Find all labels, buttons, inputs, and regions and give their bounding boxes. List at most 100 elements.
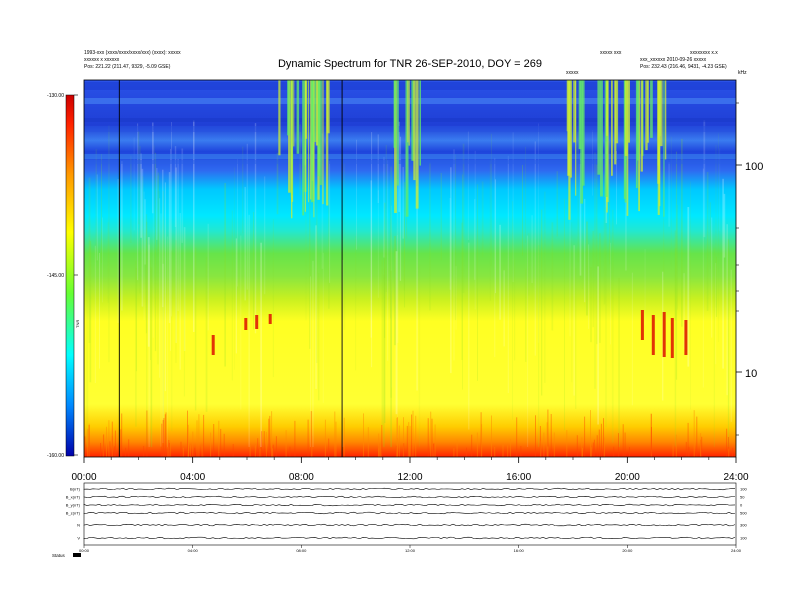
radio-burst [408, 80, 410, 146]
low-freq-streak [411, 414, 413, 457]
texture-streak [322, 252, 324, 403]
texture-streak [152, 122, 154, 214]
texture-streak [389, 190, 391, 319]
texture-streak [683, 273, 685, 350]
low-freq-streak [412, 410, 414, 457]
x-tick-label: 16:00 [506, 472, 531, 483]
low-freq-streak [613, 446, 615, 457]
texture-streak [84, 197, 85, 341]
texture-streak [384, 202, 386, 423]
lower-row-tick: 50 [740, 495, 745, 500]
low-freq-streak [520, 446, 522, 457]
radio-burst [304, 80, 306, 212]
intensity-spot [244, 318, 248, 330]
colorbar-tick-mid: -145.00 [47, 273, 64, 279]
low-freq-streak [258, 448, 260, 457]
texture-streak [603, 174, 606, 305]
texture-streak [101, 154, 102, 263]
texture-streak [94, 245, 96, 383]
lower-x-tick-label: 12:00 [405, 548, 416, 553]
low-freq-streak [582, 448, 583, 457]
texture-streak [168, 172, 171, 323]
texture-streak [429, 162, 431, 311]
radio-burst [573, 80, 576, 143]
low-freq-streak [363, 413, 364, 457]
texture-streak [242, 146, 244, 234]
low-freq-streak [196, 420, 198, 457]
texture-streak [715, 145, 717, 308]
low-freq-streak [553, 432, 555, 457]
texture-streak [481, 181, 484, 258]
low-freq-streak [650, 413, 652, 457]
lower-row-trace [83, 503, 736, 507]
texture-streak [579, 153, 582, 276]
radio-burst [415, 80, 419, 209]
low-freq-streak [125, 447, 127, 457]
header-left-line2: xxxxxx x xxxxxx [84, 57, 120, 63]
low-freq-streak [275, 436, 277, 457]
texture-streak [142, 176, 144, 252]
low-freq-streak [265, 431, 267, 457]
low-freq-streak [100, 443, 101, 457]
low-freq-streak [143, 446, 145, 457]
texture-streak [312, 260, 314, 447]
low-freq-streak [584, 416, 586, 457]
lower-row-tick: 100 [740, 487, 747, 492]
texture-streak [108, 125, 110, 363]
low-freq-streak [581, 437, 583, 457]
texture-streak [356, 139, 357, 250]
low-freq-streak [406, 425, 408, 457]
radio-burst [405, 80, 409, 217]
colorbar-label: TNR [75, 320, 80, 328]
low-freq-streak [507, 445, 509, 457]
lower-row-trace [83, 511, 736, 515]
texture-streak [310, 276, 311, 447]
low-freq-streak [624, 432, 626, 457]
low-freq-streak [732, 447, 734, 457]
low-freq-streak [481, 424, 483, 457]
texture-streak [309, 157, 311, 349]
lower-row-label: B_x(nT) [66, 495, 81, 500]
low-freq-streak [535, 415, 536, 457]
low-freq-streak [114, 430, 116, 457]
texture-streak [730, 269, 732, 422]
x-tick-label: 04:00 [180, 472, 205, 483]
low-freq-streak [111, 421, 113, 457]
low-freq-streak [547, 409, 549, 457]
header-left-line3: Pos: 221.22 (211.47, 9329, -5.09 GSE) [84, 64, 171, 70]
radio-burst [624, 80, 628, 156]
low-freq-streak [378, 448, 380, 457]
colorbar-tick-bottom: -160.00 [47, 453, 64, 459]
low-freq-streak [431, 418, 433, 457]
lower-row-trace [83, 487, 736, 491]
low-freq-streak [596, 435, 598, 457]
freq-band [84, 82, 736, 90]
texture-streak [722, 178, 724, 369]
low-freq-streak [696, 416, 698, 457]
texture-streak [584, 198, 586, 303]
low-freq-streak [491, 415, 492, 457]
low-freq-streak [194, 447, 196, 457]
low-freq-streak [106, 426, 107, 457]
low-freq-streak [650, 414, 652, 457]
texture-streak [391, 205, 393, 388]
low-freq-streak [476, 432, 478, 457]
texture-streak [329, 161, 331, 283]
radio-burst [291, 80, 293, 219]
texture-streak [455, 154, 456, 321]
lower-x-tick-label: 04:00 [188, 548, 199, 553]
lower-row-label: B(nT) [70, 487, 81, 492]
texture-streak [384, 258, 386, 338]
texture-streak [416, 186, 418, 391]
texture-streak [674, 230, 677, 447]
colorbar-tick-top: -130.00 [47, 93, 64, 99]
texture-streak [468, 242, 470, 430]
texture-streak [599, 233, 601, 343]
texture-streak [527, 235, 529, 447]
low-freq-streak [687, 422, 689, 457]
texture-streak [117, 179, 119, 323]
texture-streak [157, 175, 159, 365]
low-freq-streak [180, 441, 182, 457]
texture-streak [396, 235, 398, 438]
radio-burst [302, 80, 305, 216]
